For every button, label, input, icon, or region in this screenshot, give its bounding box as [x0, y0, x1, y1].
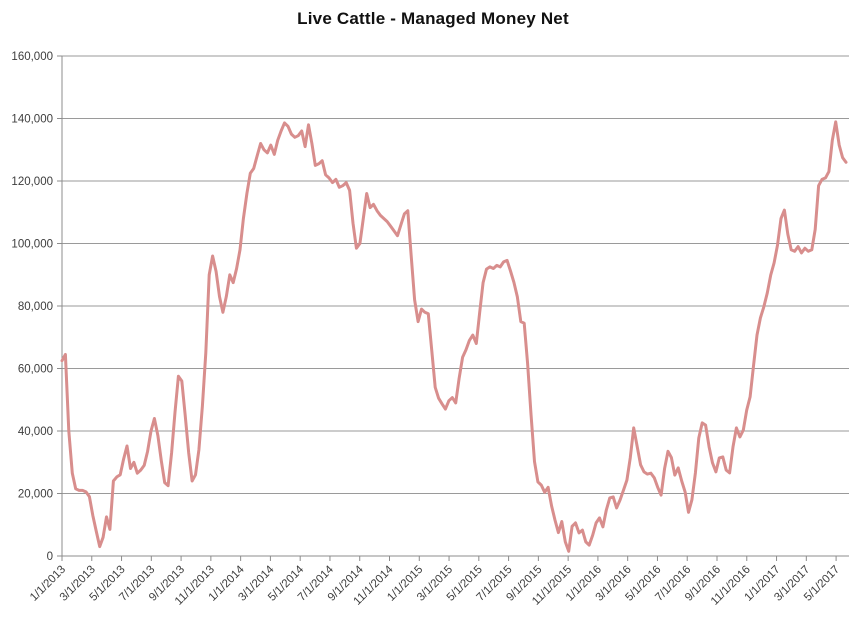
- y-tick-label: 40,000: [18, 426, 53, 438]
- y-tick-label: 60,000: [18, 364, 53, 376]
- chart-title: Live Cattle - Managed Money Net: [297, 9, 569, 28]
- y-tick-label: 100,000: [11, 239, 53, 251]
- x-axis-ticks: 1/1/20133/1/20135/1/20137/1/20139/1/2013…: [28, 556, 842, 608]
- series-managed-money-net: [60, 120, 848, 553]
- y-tick-label: 160,000: [11, 51, 53, 63]
- y-tick-label: 140,000: [11, 114, 53, 126]
- y-tick-label: 0: [47, 551, 53, 563]
- y-tick-label: 80,000: [18, 301, 53, 313]
- y-tick-label: 120,000: [11, 176, 53, 188]
- gridlines: [62, 55, 849, 557]
- y-axis-ticks: 0 20,000 40,000 60,000 80,000 100,000 120,000 1…: [11, 51, 62, 563]
- y-tick-label: 20,000: [18, 489, 53, 501]
